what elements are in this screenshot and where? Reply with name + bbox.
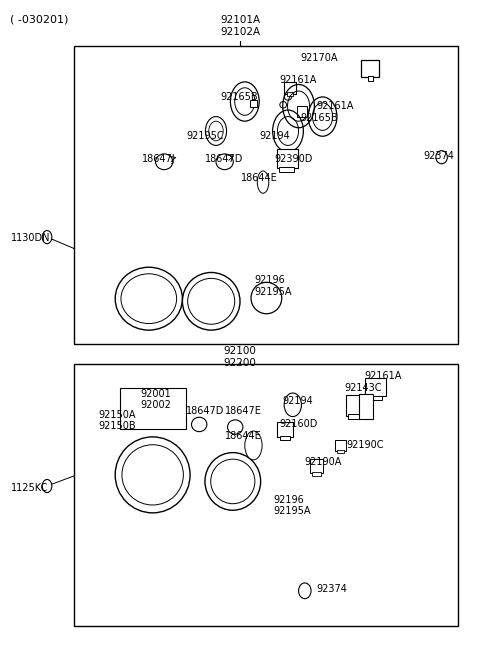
FancyBboxPatch shape (120, 388, 186, 429)
FancyBboxPatch shape (371, 396, 382, 400)
FancyBboxPatch shape (359, 394, 373, 419)
Text: 1125KC: 1125KC (11, 483, 48, 493)
Text: 92143C: 92143C (345, 383, 382, 393)
Text: 92374: 92374 (423, 151, 454, 161)
Ellipse shape (228, 420, 243, 434)
Ellipse shape (280, 102, 287, 108)
Text: 92195C: 92195C (186, 130, 224, 141)
FancyBboxPatch shape (346, 395, 364, 416)
FancyBboxPatch shape (284, 82, 296, 94)
FancyBboxPatch shape (312, 472, 321, 476)
Text: 92390D: 92390D (275, 154, 313, 164)
Text: 92196
92195A: 92196 92195A (274, 495, 311, 516)
FancyBboxPatch shape (335, 440, 346, 451)
Text: 92194: 92194 (282, 396, 313, 406)
Text: 92190A: 92190A (305, 457, 342, 467)
FancyBboxPatch shape (250, 100, 257, 107)
Ellipse shape (42, 231, 52, 244)
Ellipse shape (245, 431, 262, 460)
Text: 92196
92195A: 92196 92195A (254, 276, 292, 297)
Text: 92001
92002: 92001 92002 (141, 389, 171, 410)
Text: 92161A: 92161A (279, 75, 317, 85)
Text: 92160D: 92160D (279, 419, 318, 430)
Text: 18644E: 18644E (225, 430, 262, 441)
Ellipse shape (257, 171, 269, 193)
Text: 18647E: 18647E (225, 405, 262, 416)
Text: 92190C: 92190C (347, 440, 384, 451)
FancyBboxPatch shape (277, 422, 293, 437)
FancyBboxPatch shape (365, 378, 386, 396)
Text: 92170A: 92170A (300, 52, 337, 63)
Text: 18647D: 18647D (205, 154, 244, 164)
Text: 92194: 92194 (259, 130, 290, 141)
FancyBboxPatch shape (280, 436, 290, 440)
FancyBboxPatch shape (297, 106, 307, 117)
Text: 92101A
92102A: 92101A 92102A (220, 16, 260, 37)
FancyBboxPatch shape (337, 450, 344, 453)
FancyBboxPatch shape (361, 60, 379, 77)
FancyBboxPatch shape (287, 92, 293, 96)
FancyBboxPatch shape (74, 364, 458, 626)
Ellipse shape (284, 92, 292, 100)
Ellipse shape (436, 151, 447, 164)
Text: 92165B: 92165B (300, 113, 337, 123)
Text: 18647J: 18647J (142, 154, 176, 164)
Ellipse shape (192, 417, 207, 432)
FancyBboxPatch shape (74, 46, 458, 344)
Ellipse shape (216, 154, 233, 170)
FancyBboxPatch shape (277, 149, 298, 168)
Text: 92161A: 92161A (317, 101, 354, 111)
FancyBboxPatch shape (348, 414, 361, 419)
FancyBboxPatch shape (368, 76, 373, 81)
Ellipse shape (299, 583, 311, 599)
Text: 92165B: 92165B (221, 92, 258, 102)
Text: 92100
92200: 92100 92200 (224, 346, 256, 367)
FancyBboxPatch shape (310, 458, 323, 473)
Text: 1130DN: 1130DN (11, 233, 50, 243)
Text: 92161A: 92161A (365, 371, 402, 381)
Ellipse shape (42, 479, 52, 493)
Text: 92374: 92374 (317, 584, 348, 595)
Ellipse shape (156, 154, 173, 170)
Text: 18644E: 18644E (241, 173, 278, 183)
Text: 92150A
92150B: 92150A 92150B (98, 410, 136, 431)
Text: ( -030201): ( -030201) (10, 14, 68, 25)
FancyBboxPatch shape (279, 167, 294, 172)
Text: 18647D: 18647D (186, 405, 225, 416)
